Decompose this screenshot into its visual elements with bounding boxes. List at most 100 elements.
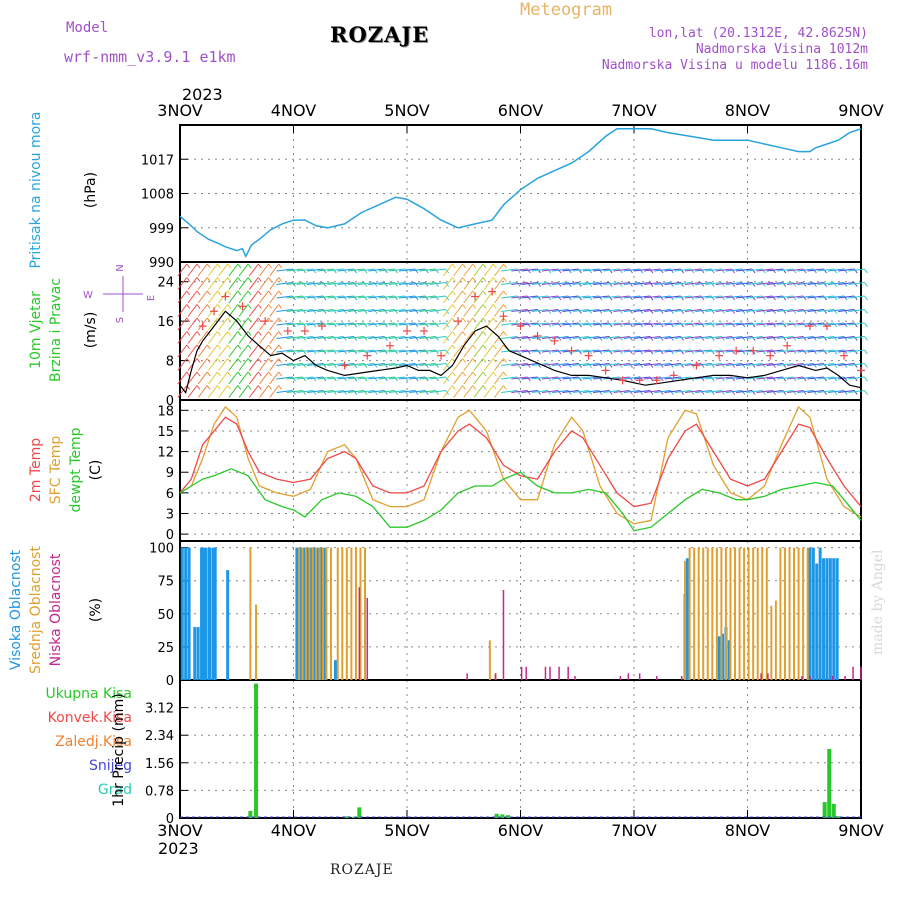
wind-barb-flag — [782, 309, 787, 314]
wind-barb — [817, 282, 834, 285]
wind-barb-flag — [578, 322, 582, 328]
wind-barb — [776, 390, 794, 393]
wind-barb-flag — [353, 363, 358, 368]
wind-barb — [664, 268, 681, 272]
wind-barb — [807, 295, 824, 299]
cloud-bar — [702, 547, 705, 680]
wind-barb — [296, 390, 313, 393]
wind-barb-flag — [482, 385, 487, 390]
wind-barb-flag — [343, 282, 347, 287]
wind-barb — [695, 282, 712, 285]
wind-barb — [286, 376, 303, 380]
y-tick-label: 9 — [166, 466, 174, 481]
wind-barb-flag — [751, 336, 756, 341]
cloud-bar — [249, 547, 252, 680]
wind-barb-flag — [669, 349, 674, 355]
wind-barb — [388, 349, 405, 353]
wind-barb-flag — [864, 268, 868, 274]
wind-barb — [593, 282, 610, 285]
precip-bar — [827, 749, 832, 818]
wind-barb — [787, 390, 804, 393]
cloud-bar — [325, 547, 328, 680]
wind-barb-flag — [462, 277, 466, 282]
wind-barb-flag — [312, 376, 317, 382]
wind-barb — [654, 336, 671, 339]
y-tick-label: 0 — [166, 674, 174, 689]
precip-bar — [822, 802, 827, 818]
wind-barb-flag — [731, 282, 736, 287]
wind-barb-flag — [526, 390, 531, 395]
wind-barb — [674, 376, 691, 380]
wind-barb — [368, 349, 385, 353]
wind-barb-flag — [802, 376, 807, 382]
wind-barb — [307, 336, 324, 339]
wind-barb-flag — [710, 336, 715, 341]
wind-barb-flag — [721, 376, 725, 382]
wind-barb — [442, 371, 453, 385]
wind-barb-flag — [278, 344, 283, 350]
wind-barb — [603, 390, 620, 393]
wind-barb-flag — [206, 263, 211, 269]
y-tick-label: 16 — [157, 315, 174, 330]
wind-barb — [378, 336, 395, 339]
wind-barb — [501, 295, 518, 299]
cloud-bar — [298, 547, 302, 680]
wind-barb-flag — [700, 363, 705, 368]
wind-barb-flag — [332, 390, 337, 395]
wind-barb — [838, 268, 855, 272]
panel-frame-pressure — [179, 124, 862, 263]
wind-barb — [644, 282, 661, 285]
wind-barb — [541, 322, 559, 326]
cloud-bar — [336, 547, 339, 680]
wind-barb — [327, 295, 344, 299]
wind-barb — [259, 317, 269, 331]
wind-barb — [633, 268, 651, 272]
wind-barb-flag — [257, 358, 262, 363]
y-tick-label: 50 — [157, 608, 174, 623]
wind-barb — [838, 390, 855, 393]
wind-barb — [787, 322, 804, 326]
cloud-bar — [619, 676, 622, 680]
cloud-bar — [315, 547, 318, 680]
wind-barb — [347, 268, 364, 272]
wind-barb — [259, 290, 269, 304]
compass-n: N — [115, 264, 126, 271]
wind-barb — [208, 331, 218, 344]
wind-barb — [644, 336, 661, 339]
precip-legend-item: Konvek.Kisa — [48, 710, 132, 726]
wind-barb — [453, 290, 463, 304]
wind-barb-flag — [812, 376, 817, 382]
y-tick-label: 1008 — [141, 188, 174, 203]
wind-barb-flag — [394, 390, 398, 395]
wind-barb-flag — [217, 358, 221, 363]
wind-barb — [541, 295, 559, 299]
wind-barb — [511, 268, 528, 272]
wind-barb-flag — [843, 390, 848, 395]
wind-barb-flag — [217, 331, 221, 336]
cloud-bar — [315, 547, 319, 680]
wind-barb — [715, 376, 732, 380]
wind-barb — [358, 336, 375, 339]
wind-barb-flag — [503, 290, 507, 296]
wind-barb-flag — [462, 317, 466, 323]
wind-barb-flag — [537, 349, 541, 355]
wind-barb — [429, 282, 446, 285]
wind-barb — [603, 282, 620, 285]
wind-barb — [582, 390, 599, 393]
wind-barb — [483, 358, 494, 371]
wind-barb-flag — [394, 282, 398, 287]
wind-barb-flag — [741, 322, 746, 328]
wind-barb — [228, 358, 239, 371]
wind-barb-flag — [833, 390, 838, 395]
cloud-bar — [211, 547, 215, 680]
wind-barb — [725, 390, 742, 393]
wind-barb — [238, 277, 249, 290]
wind-barb — [378, 268, 395, 272]
wind-barb-flag — [503, 358, 507, 363]
wind-barb — [725, 322, 742, 326]
wind-barb-flag — [700, 349, 705, 355]
wind-barb — [269, 290, 280, 304]
wind-barb-flag — [247, 263, 252, 269]
wind-barb — [463, 304, 474, 317]
wind-barb-flag — [721, 349, 725, 355]
